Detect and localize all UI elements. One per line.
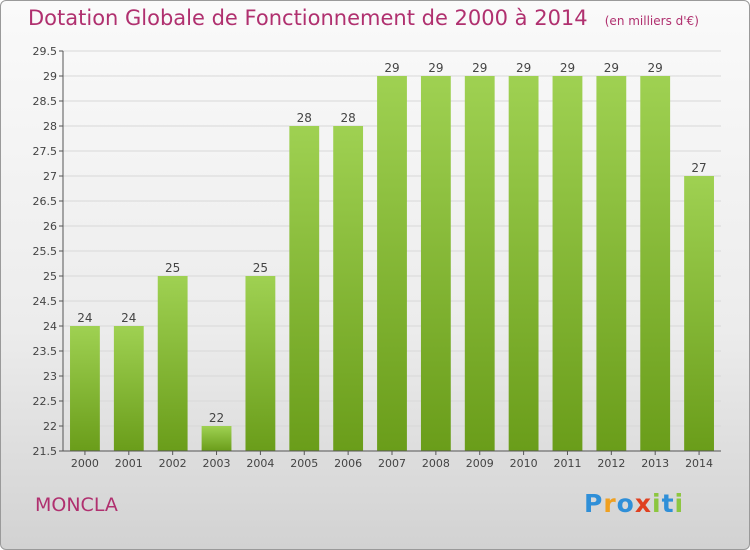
bar bbox=[640, 76, 671, 451]
bar-value-label: 25 bbox=[253, 261, 268, 275]
chart-title-unit: (en milliers d'€) bbox=[604, 14, 699, 28]
bar bbox=[420, 76, 451, 451]
proxiti-logo: Proxiti bbox=[584, 489, 684, 518]
logo-letter: P bbox=[584, 489, 604, 518]
y-tick-label: 29.5 bbox=[33, 45, 58, 58]
logo-letter: t bbox=[661, 489, 675, 518]
bar bbox=[596, 76, 627, 451]
x-tick-label: 2004 bbox=[246, 457, 274, 470]
bar bbox=[201, 426, 232, 451]
bar bbox=[552, 76, 583, 451]
value-labels: 24 24 25 22 25 28 28 29 29 29 29 29 29 29 27 bbox=[77, 61, 706, 425]
x-tick-label: 2001 bbox=[115, 457, 143, 470]
y-tick-label: 24 bbox=[43, 320, 57, 333]
y-tick-label: 22 bbox=[43, 420, 57, 433]
bar-value-label: 24 bbox=[121, 311, 136, 325]
bar bbox=[70, 326, 100, 451]
logo-letter: i bbox=[674, 489, 685, 518]
y-tick-label: 25 bbox=[43, 270, 57, 283]
bar bbox=[157, 276, 188, 451]
x-tick-label: 2009 bbox=[466, 457, 494, 470]
y-tick-label: 23 bbox=[43, 370, 57, 383]
logo-letter: i bbox=[652, 489, 662, 518]
y-tick-label: 22.5 bbox=[33, 395, 58, 408]
axes: 21.5 22 22.5 23 23.5 24 24.5 25 25.5 26 26.5 27 27.5… bbox=[33, 45, 721, 470]
chart-title-main: Dotation Globale de Fonctionnement de 20… bbox=[28, 6, 588, 30]
y-tick-label: 29 bbox=[43, 70, 57, 83]
bar bbox=[113, 326, 144, 451]
y-tick-label: 23.5 bbox=[33, 345, 58, 358]
y-tick-label: 24.5 bbox=[33, 295, 58, 308]
bar bbox=[464, 76, 495, 451]
bar bbox=[684, 176, 714, 451]
bar bbox=[245, 276, 276, 451]
x-tick-label: 2010 bbox=[510, 457, 538, 470]
x-tick-label: 2000 bbox=[71, 457, 99, 470]
bar bbox=[289, 126, 320, 451]
bar-value-label: 29 bbox=[428, 61, 443, 75]
x-tick-label: 2013 bbox=[641, 457, 669, 470]
logo-letter: o bbox=[616, 489, 635, 518]
chart-title: Dotation Globale de Fonctionnement de 20… bbox=[28, 6, 699, 30]
bar bbox=[508, 76, 539, 451]
bar-value-label: 24 bbox=[77, 311, 92, 325]
x-tick-label: 2002 bbox=[159, 457, 187, 470]
y-tick-label: 26 bbox=[43, 220, 57, 233]
bar-value-label: 29 bbox=[472, 61, 487, 75]
logo-letter: r bbox=[603, 489, 617, 518]
bar-value-label: 29 bbox=[384, 61, 399, 75]
x-tick-label: 2011 bbox=[553, 457, 581, 470]
x-tick-label: 2007 bbox=[378, 457, 406, 470]
bar-value-label: 28 bbox=[340, 111, 355, 125]
y-tick-label: 26.5 bbox=[33, 195, 58, 208]
bar-value-label: 29 bbox=[516, 61, 531, 75]
bar bbox=[333, 126, 364, 451]
bar-value-label: 22 bbox=[209, 411, 224, 425]
x-tick-label: 2006 bbox=[334, 457, 362, 470]
bars bbox=[70, 76, 714, 451]
bar-value-label: 29 bbox=[560, 61, 575, 75]
y-tick-label: 21.5 bbox=[33, 445, 58, 458]
bar-value-label: 29 bbox=[648, 61, 663, 75]
bar-value-label: 25 bbox=[165, 261, 180, 275]
bar bbox=[377, 76, 407, 451]
y-tick-label: 28.5 bbox=[33, 95, 58, 108]
bar-value-label: 28 bbox=[297, 111, 312, 125]
x-tick-label: 2003 bbox=[203, 457, 231, 470]
x-tick-label: 2014 bbox=[685, 457, 713, 470]
x-tick-label: 2005 bbox=[290, 457, 318, 470]
y-tick-label: 28 bbox=[43, 120, 57, 133]
logo-letter: x bbox=[634, 489, 652, 518]
y-tick-label: 25.5 bbox=[33, 245, 58, 258]
bar-value-label: 29 bbox=[604, 61, 619, 75]
y-tick-label: 27.5 bbox=[33, 145, 58, 158]
place-name: MONCLA bbox=[35, 494, 118, 516]
x-tick-label: 2012 bbox=[597, 457, 625, 470]
y-tick-label: 27 bbox=[43, 170, 57, 183]
x-tick-label: 2008 bbox=[422, 457, 450, 470]
bar-value-label: 27 bbox=[691, 161, 706, 175]
